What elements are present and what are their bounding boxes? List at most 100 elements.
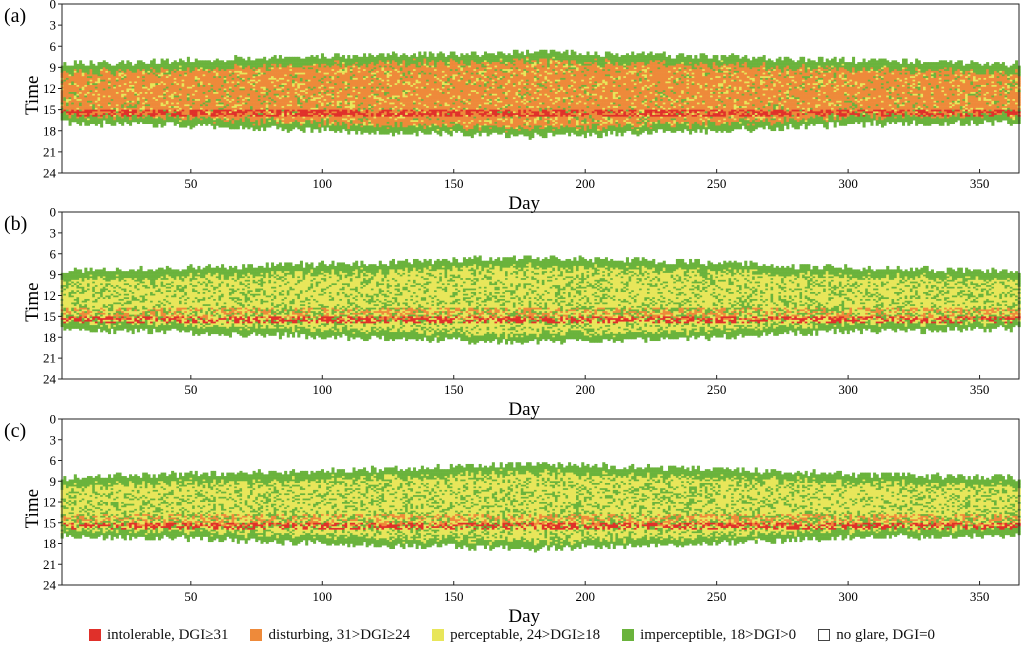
heatmap-cell [134, 69, 137, 71]
heatmap-cell [87, 99, 90, 101]
heatmap-cell [140, 66, 143, 68]
heatmap-cell [87, 69, 90, 71]
heatmap-cell [98, 94, 101, 96]
heatmap-cell [95, 67, 98, 69]
heatmap-cell [124, 103, 127, 105]
heatmap-cell [145, 78, 148, 80]
heatmap-cell [142, 71, 145, 73]
heatmap-cell [124, 90, 127, 92]
heatmap-cell [95, 94, 98, 96]
heatmap-cell [119, 101, 122, 103]
heatmap-cell [100, 113, 103, 115]
heatmap-cell [137, 111, 140, 113]
heatmap-cell [119, 83, 122, 85]
heatmap-cell [100, 78, 103, 80]
heatmap-cell [137, 74, 140, 76]
heatmap-cell [116, 110, 119, 112]
heatmap-cell [82, 113, 85, 115]
heatmap-cell [66, 85, 69, 87]
heatmap-cell [140, 103, 143, 105]
heatmap-cell [71, 92, 74, 94]
heatmap-cell [76, 69, 79, 71]
heatmap-cell [100, 108, 103, 110]
heatmap-cell [142, 113, 145, 115]
heatmap-cell [63, 78, 66, 80]
heatmap-cell [132, 110, 135, 112]
heatmap-cell [129, 87, 132, 89]
heatmap-cell [111, 92, 114, 94]
heatmap-cell [66, 118, 69, 120]
heatmap-cell [137, 101, 140, 103]
heatmap-cell [71, 104, 74, 106]
heatmap-cell [90, 71, 93, 73]
heatmap-cell [108, 110, 111, 112]
heatmap-cell [111, 85, 114, 87]
heatmap-cell [76, 103, 79, 105]
heatmap-cell [90, 66, 93, 68]
heatmap-cell [119, 67, 122, 69]
heatmap-cell [132, 97, 135, 99]
heatmap-cell [66, 113, 69, 115]
heatmap-cell [74, 120, 77, 122]
heatmap-cell [103, 97, 106, 99]
heatmap-cell [142, 120, 145, 122]
heatmap-cell [82, 108, 85, 110]
heatmap-cell [113, 80, 116, 82]
heatmap-cell [103, 99, 106, 101]
heatmap-cell [111, 106, 114, 108]
heatmap-cell [87, 73, 90, 75]
heatmap-cell [140, 71, 143, 73]
heatmap-cell [119, 80, 122, 82]
heatmap-cell [113, 66, 116, 68]
heatmap-cell [63, 80, 66, 82]
heatmap-cell [116, 90, 119, 92]
heatmap-cell [74, 111, 77, 113]
heatmap-cell [92, 76, 95, 78]
heatmap-cell [116, 120, 119, 122]
heatmap-cell [116, 106, 119, 108]
heatmap-cell [113, 71, 116, 73]
heatmap-cell [74, 118, 77, 120]
heatmap-cell [116, 94, 119, 96]
heatmap-cell [121, 97, 124, 99]
heatmap-cell [79, 117, 82, 119]
heatmap-cell [87, 81, 90, 83]
heatmap-cell [132, 111, 135, 113]
heatmap-cell [137, 118, 140, 120]
heatmap-cell [76, 115, 79, 117]
heatmap-cell [121, 60, 124, 62]
heatmap-cell [79, 103, 82, 105]
heatmap-cell [69, 89, 72, 91]
heatmap-cell [84, 83, 87, 85]
heatmap-cell [134, 85, 137, 87]
heatmap-cell [121, 108, 124, 110]
heatmap-cell [124, 66, 127, 68]
heatmap-cell [100, 104, 103, 106]
heatmap-cell [87, 76, 90, 78]
heatmap-cell [116, 71, 119, 73]
heatmap-cell [90, 64, 93, 66]
heatmap-cell [84, 106, 87, 108]
heatmap-cell [105, 67, 108, 69]
heatmap-cell [137, 96, 140, 98]
heatmap-cell [103, 62, 106, 64]
heatmap-cell [87, 66, 90, 68]
heatmap-cell [124, 115, 127, 117]
heatmap-cell [132, 80, 135, 82]
heatmap-cell [84, 76, 87, 78]
heatmap-cell [142, 103, 145, 105]
heatmap-cell [103, 76, 106, 78]
heatmap-cell [76, 74, 79, 76]
heatmap-cells [61, 50, 1021, 140]
heatmap-cell [63, 117, 66, 119]
heatmap-cell [98, 85, 101, 87]
heatmap-cell [129, 73, 132, 75]
heatmap-cell [71, 69, 74, 71]
heatmap-cell [119, 94, 122, 96]
heatmap-cell [113, 89, 116, 91]
heatmap-cell [140, 74, 143, 76]
heatmap-cell [105, 101, 108, 103]
heatmap-cell [126, 99, 129, 101]
heatmap-cell [132, 76, 135, 78]
heatmap-cell [92, 108, 95, 110]
